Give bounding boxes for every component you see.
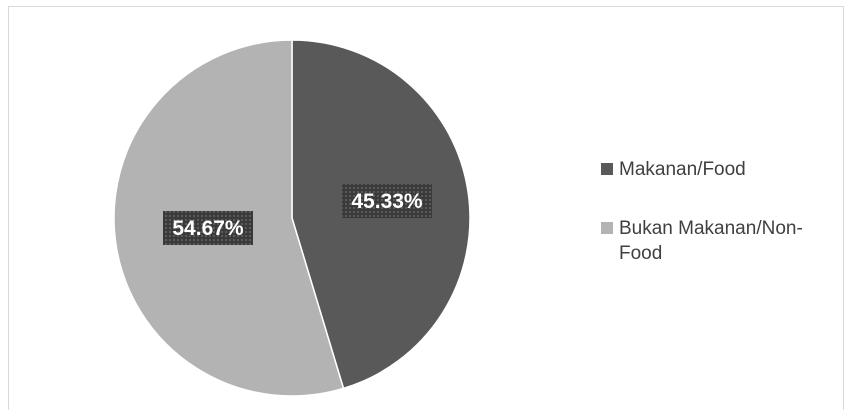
legend: Makanan/Food Bukan Makanan/Non-Food [601,157,841,300]
data-label-background [163,211,253,245]
data-label-text: 54.67% [172,217,244,240]
legend-item-non-food: Bukan Makanan/Non-Food [601,216,841,266]
data-label-food: 45.33% [342,184,432,218]
legend-swatch-non-food [601,222,613,234]
pie-chart: 45.33% 54.67% [113,39,471,397]
legend-label-food: Makanan/Food [619,159,746,180]
data-label-text: 45.33% [351,190,423,213]
legend-label-non-food: Bukan Makanan/Non-Food [619,218,803,264]
legend-item-food: Makanan/Food [601,157,841,182]
data-label-non-food: 54.67% [163,211,253,245]
legend-swatch-food [601,163,613,175]
chart-area: 45.33% 54.67% Makanan/Food Bukan Makanan/… [8,6,844,410]
data-label-background [342,184,432,218]
